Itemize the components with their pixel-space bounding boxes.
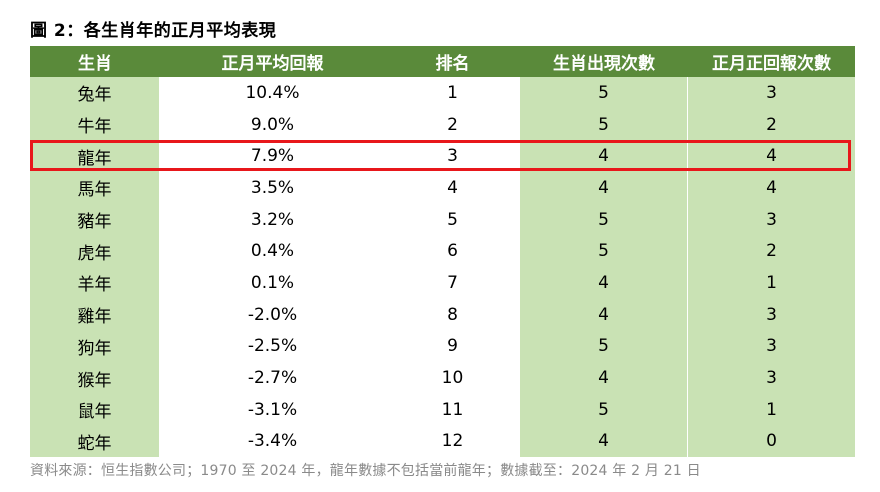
zodiac-cell: 兔年 — [30, 77, 160, 109]
avg-return-cell: -2.7% — [160, 362, 385, 394]
zodiac-cell: 猴年 — [30, 362, 160, 394]
zodiac-cell: 龍年 — [30, 140, 160, 173]
positive-count-cell: 4 — [688, 140, 855, 173]
positive-count-cell: 0 — [688, 425, 855, 458]
avg-return-cell: -2.5% — [160, 330, 385, 363]
header-zodiac: 生肖 — [78, 54, 112, 74]
positive-count-cell: 3 — [688, 298, 855, 331]
occurrences-cell: 4 — [520, 298, 688, 331]
occurrences-cell: 5 — [520, 330, 688, 363]
occurrences-cell: 5 — [520, 393, 688, 426]
header-rank: 排名 — [435, 54, 470, 74]
avg-return-cell: 10.4% — [160, 77, 385, 109]
positive-count-cell: 1 — [688, 393, 855, 426]
zodiac-cell: 牛年 — [30, 108, 160, 141]
zodiac-table: 生肖 正月平均回報 排名 生肖出現次數 正月正回報次數 兔年 10.4% 1 5 3 牛年… — [30, 46, 855, 458]
header-avg-return: 正月平均回報 — [221, 54, 324, 74]
occurrences-cell: 4 — [520, 425, 688, 458]
rank-cell: 1 — [385, 77, 520, 109]
header-occurrences: 生肖出現次數 — [553, 54, 655, 74]
table-row: 牛年 9.0% 2 5 2 — [30, 108, 855, 141]
rank-cell: 3 — [385, 140, 520, 173]
rank-cell: 9 — [385, 330, 520, 363]
occurrences-cell: 5 — [520, 235, 688, 268]
positive-count-cell: 3 — [688, 362, 855, 394]
zodiac-cell: 豬年 — [30, 203, 160, 236]
avg-return-cell: 9.0% — [160, 108, 385, 141]
positive-count-cell: 2 — [688, 235, 855, 268]
zodiac-cell: 虎年 — [30, 235, 160, 268]
avg-return-cell: 3.2% — [160, 203, 385, 236]
table-row: 虎年 0.4% 6 5 2 — [30, 235, 855, 268]
rank-cell: 11 — [385, 393, 520, 426]
occurrences-cell: 5 — [520, 77, 688, 109]
table-row: 鼠年 -3.1% 11 5 1 — [30, 393, 855, 426]
avg-return-cell: 0.1% — [160, 267, 385, 299]
rank-cell: 7 — [385, 267, 520, 299]
rank-cell: 12 — [385, 425, 520, 458]
zodiac-cell: 羊年 — [30, 267, 160, 299]
positive-count-cell: 3 — [688, 330, 855, 363]
table-row: 猴年 -2.7% 10 4 3 — [30, 362, 855, 394]
avg-return-cell: 3.5% — [160, 172, 385, 204]
table-row: 豬年 3.2% 5 5 3 — [30, 203, 855, 236]
occurrences-cell: 4 — [520, 140, 688, 173]
occurrences-cell: 5 — [520, 203, 688, 236]
rank-cell: 2 — [385, 108, 520, 141]
rank-cell: 4 — [385, 172, 520, 204]
table-row: 馬年 3.5% 4 4 4 — [30, 172, 855, 204]
positive-count-cell: 3 — [688, 203, 855, 236]
rank-cell: 6 — [385, 235, 520, 268]
avg-return-cell: -2.0% — [160, 298, 385, 331]
rank-cell: 10 — [385, 362, 520, 394]
occurrences-cell: 5 — [520, 108, 688, 141]
avg-return-cell: 0.4% — [160, 235, 385, 268]
zodiac-cell: 蛇年 — [30, 425, 160, 458]
avg-return-cell: -3.1% — [160, 393, 385, 426]
zodiac-cell: 狗年 — [30, 330, 160, 363]
table-row: 兔年 10.4% 1 5 3 — [30, 77, 855, 109]
rank-cell: 5 — [385, 203, 520, 236]
table-row: 龍年 7.9% 3 4 4 — [30, 140, 855, 173]
occurrences-cell: 4 — [520, 267, 688, 299]
table-header-row: 生肖 正月平均回報 排名 生肖出現次數 正月正回報次數 — [30, 46, 855, 77]
table-row: 羊年 0.1% 7 4 1 — [30, 267, 855, 299]
avg-return-cell: 7.9% — [160, 140, 385, 173]
table-row: 雞年 -2.0% 8 4 3 — [30, 298, 855, 331]
zodiac-cell: 鼠年 — [30, 393, 160, 426]
table-row: 蛇年 -3.4% 12 4 0 — [30, 425, 855, 458]
occurrences-cell: 4 — [520, 362, 688, 394]
zodiac-cell: 馬年 — [30, 172, 160, 204]
occurrences-cell: 4 — [520, 172, 688, 204]
positive-count-cell: 3 — [688, 77, 855, 109]
positive-count-cell: 2 — [688, 108, 855, 141]
header-positive-count: 正月正回報次數 — [712, 54, 831, 74]
source-note: 資料來源：恒生指數公司；1970 至 2024 年，龍年數據不包括當前龍年；數據… — [30, 463, 701, 479]
zodiac-cell: 雞年 — [30, 298, 160, 331]
rank-cell: 8 — [385, 298, 520, 331]
page-title: 圖 2：各生肖年的正月平均表現 — [30, 21, 277, 41]
positive-count-cell: 4 — [688, 172, 855, 204]
table-row: 狗年 -2.5% 9 5 3 — [30, 330, 855, 363]
table-body: 兔年 10.4% 1 5 3 牛年 9.0% 2 5 2 龍年 7.9% 3 4 4 馬年 3.5% 4 4 4 豬年 3… — [30, 77, 855, 458]
avg-return-cell: -3.4% — [160, 425, 385, 458]
positive-count-cell: 1 — [688, 267, 855, 299]
